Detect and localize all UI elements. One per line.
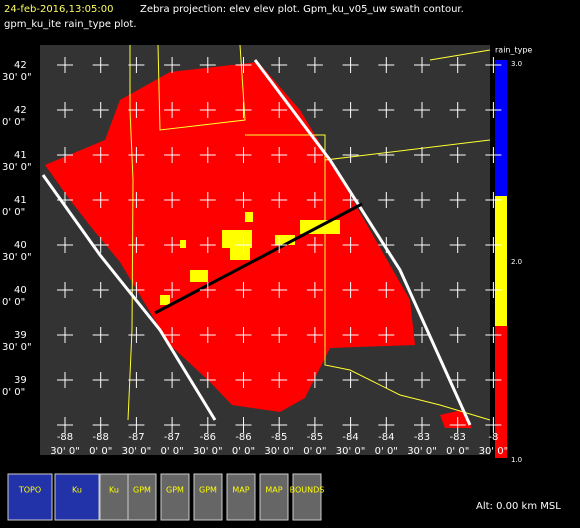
- y-label: 42: [14, 105, 27, 116]
- x-label: -83: [450, 432, 466, 443]
- x-label: 0' 0": [232, 446, 255, 457]
- toolbar-button[interactable]: [7, 473, 53, 521]
- toolbar-label: MAP: [232, 486, 249, 495]
- toolbar-button[interactable]: [160, 473, 190, 521]
- colorbar-label: 2.0: [511, 258, 522, 266]
- x-label: 30' 0": [479, 446, 509, 457]
- y-label: 40: [14, 285, 27, 296]
- x-label: -88: [93, 432, 109, 443]
- toolbar-label: Ku: [109, 486, 119, 495]
- x-label: -87: [164, 432, 180, 443]
- x-label: -88: [57, 432, 73, 443]
- x-label: 0' 0": [89, 446, 112, 457]
- y-label: 30' 0": [2, 72, 32, 83]
- toolbar-button[interactable]: [127, 473, 157, 521]
- header-line: Zebra projection: elev elev plot. Gpm_ku…: [140, 4, 464, 15]
- toolbar-label: MAP: [265, 486, 282, 495]
- x-label: -84: [378, 432, 394, 443]
- y-label: 39: [14, 330, 27, 341]
- y-label: 0' 0": [2, 207, 25, 218]
- x-label: 0' 0": [446, 446, 469, 457]
- toolbar-label: BOUNDS: [290, 486, 325, 495]
- toolbar-button[interactable]: [292, 473, 322, 521]
- toolbar-label: GPM: [199, 486, 217, 495]
- y-label: 30' 0": [2, 162, 32, 173]
- toolbar-button[interactable]: [226, 473, 256, 521]
- x-label: -87: [128, 432, 144, 443]
- x-label: -85: [307, 432, 323, 443]
- x-label: -83: [414, 432, 430, 443]
- colorbar-title: rain_type: [495, 46, 532, 55]
- x-label: 0' 0": [303, 446, 326, 457]
- x-label: -85: [271, 432, 287, 443]
- toolbar-label: GPM: [166, 486, 184, 495]
- x-label: 30' 0": [122, 446, 152, 457]
- y-label: 0' 0": [2, 297, 25, 308]
- header-line: gpm_ku_ite rain_type plot.: [4, 19, 137, 30]
- toolbar-button[interactable]: [99, 473, 129, 521]
- x-label: 0' 0": [375, 446, 398, 457]
- x-label: -8: [488, 432, 498, 443]
- colorbar-segment: [495, 196, 507, 326]
- colorbar-label: 1.0: [511, 456, 522, 464]
- y-label: 42: [14, 60, 27, 71]
- colorbar-segment: [495, 60, 507, 196]
- status-text: Alt: 0.00 km MSL: [476, 501, 561, 512]
- x-label: 0' 0": [160, 446, 183, 457]
- toolbar-button[interactable]: [259, 473, 289, 521]
- toolbar-label: GPM: [133, 486, 151, 495]
- y-label: 30' 0": [2, 342, 32, 353]
- cross-section-line: [154, 202, 363, 315]
- toolbar-button[interactable]: [54, 473, 100, 521]
- y-label: 41: [14, 195, 27, 206]
- toolbar-button[interactable]: [193, 473, 223, 521]
- toolbar-label: TOPO: [18, 486, 41, 495]
- x-label: 30' 0": [264, 446, 294, 457]
- swath-edge: [41, 174, 217, 421]
- x-label: 30' 0": [407, 446, 437, 457]
- x-label: 30' 0": [193, 446, 223, 457]
- y-label: 41: [14, 150, 27, 161]
- y-label: 0' 0": [2, 387, 25, 398]
- x-label: -86: [235, 432, 251, 443]
- y-label: 30' 0": [2, 252, 32, 263]
- x-label: -86: [200, 432, 216, 443]
- y-label: 39: [14, 375, 27, 386]
- x-label: 30' 0": [50, 446, 80, 457]
- toolbar-label: Ku: [72, 486, 82, 495]
- timestamp: 24-feb-2016,13:05:00: [4, 4, 114, 15]
- x-label: 30' 0": [336, 446, 366, 457]
- y-label: 0' 0": [2, 117, 25, 128]
- x-label: -84: [342, 432, 358, 443]
- colorbar-label: 3.0: [511, 60, 522, 68]
- y-label: 40: [14, 240, 27, 251]
- boundaries: [127, 44, 491, 421]
- swath-edge: [253, 59, 472, 426]
